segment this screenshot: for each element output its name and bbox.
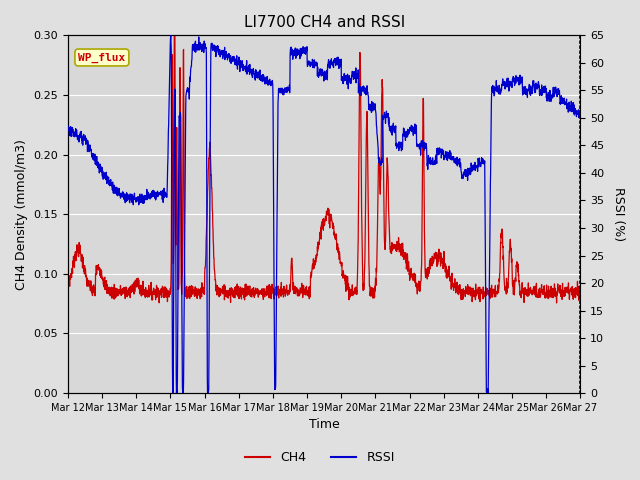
Y-axis label: RSSI (%): RSSI (%) [612, 187, 625, 241]
X-axis label: Time: Time [308, 419, 340, 432]
Title: LI7700 CH4 and RSSI: LI7700 CH4 and RSSI [244, 15, 404, 30]
Y-axis label: CH4 Density (mmol/m3): CH4 Density (mmol/m3) [15, 139, 28, 289]
Legend: CH4, RSSI: CH4, RSSI [240, 446, 400, 469]
Text: WP_flux: WP_flux [78, 52, 125, 62]
